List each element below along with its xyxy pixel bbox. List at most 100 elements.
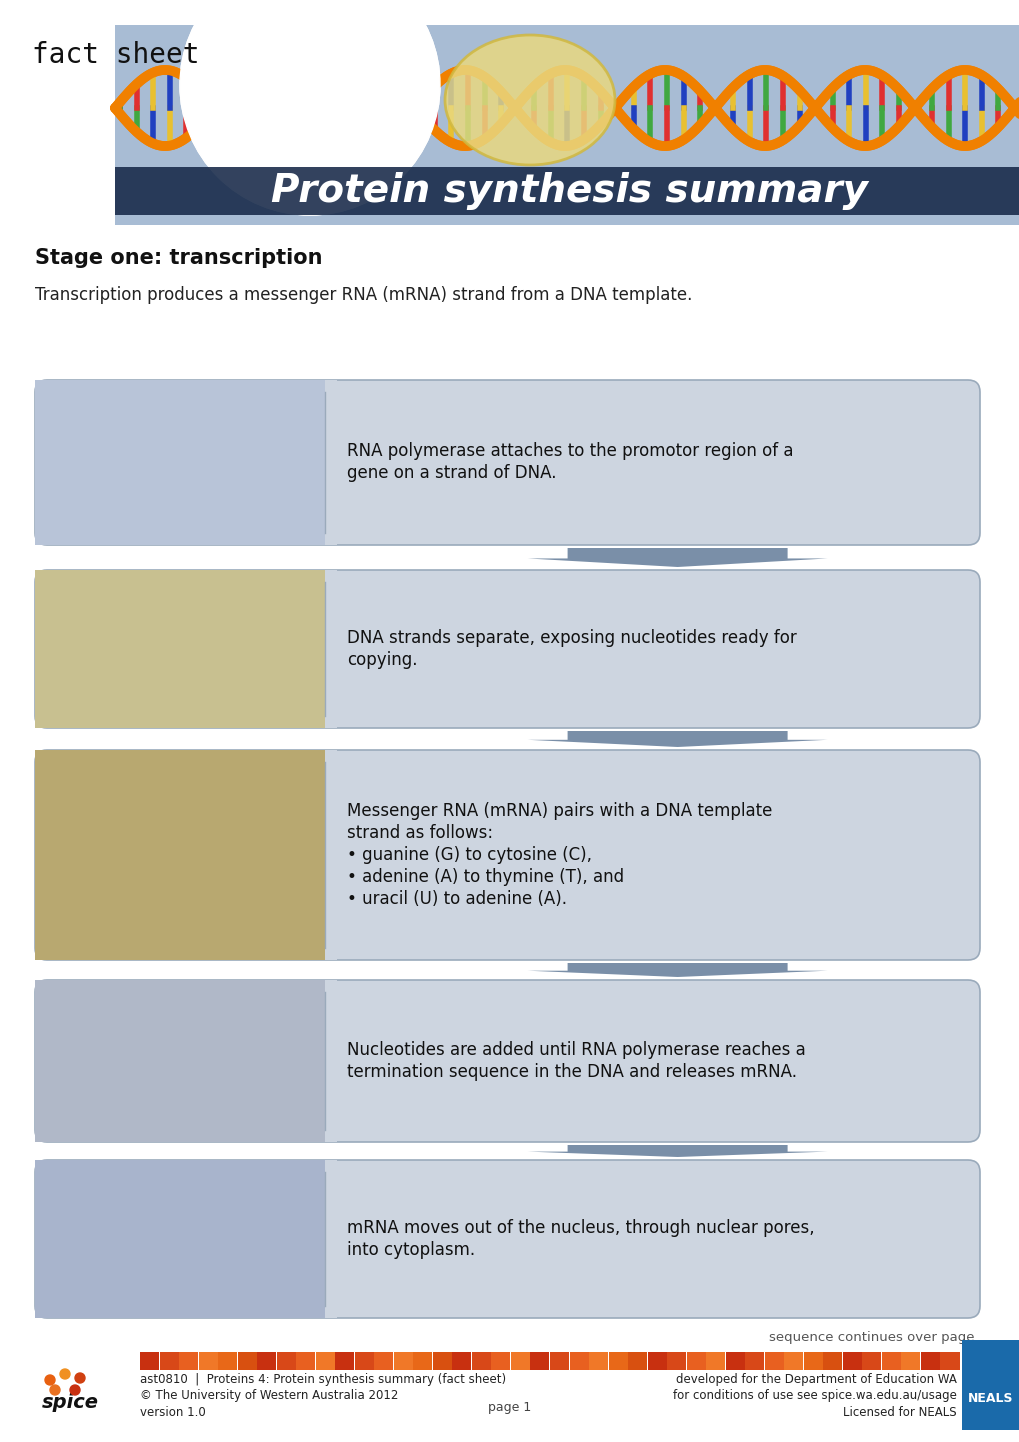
Bar [452,1353,471,1370]
Text: ast0810  |  Proteins 4: Protein synthesis summary (fact sheet): ast0810 | Proteins 4: Protein synthesis … [140,1373,505,1387]
Bar [940,1353,959,1370]
Polygon shape [527,548,826,567]
Text: Licensed for NEALS: Licensed for NEALS [843,1406,956,1419]
Bar [199,1353,217,1370]
FancyBboxPatch shape [35,1159,979,1318]
FancyBboxPatch shape [35,750,336,960]
Bar [666,1353,686,1370]
Bar [355,1353,373,1370]
Bar [822,1353,842,1370]
Bar [374,1353,393,1370]
Text: Messenger RNA (mRNA) pairs with a DNA template: Messenger RNA (mRNA) pairs with a DNA te… [346,802,771,820]
Circle shape [179,0,439,215]
Text: into cytoplasm.: into cytoplasm. [346,1242,475,1259]
Text: NEALS: NEALS [967,1392,1013,1405]
Text: termination sequence in the DNA and releases mRNA.: termination sequence in the DNA and rele… [346,1063,796,1082]
Polygon shape [0,0,1019,231]
FancyBboxPatch shape [35,981,979,1142]
Bar [35,750,325,960]
Bar [179,1353,198,1370]
Bar [35,1159,325,1318]
Bar [686,1353,705,1370]
Text: strand as follows:: strand as follows: [346,823,492,842]
Bar [725,1353,744,1370]
Bar [276,1353,296,1370]
Bar [140,1353,159,1370]
Text: • guanine (G) to cytosine (C),: • guanine (G) to cytosine (C), [346,846,591,864]
Circle shape [45,1376,55,1384]
FancyBboxPatch shape [35,381,979,545]
FancyBboxPatch shape [35,981,336,1142]
Bar [35,381,325,545]
Text: sequence continues over page: sequence continues over page [768,1331,974,1344]
Bar [316,1353,334,1370]
Bar [647,1353,666,1370]
Ellipse shape [444,35,614,164]
Bar [35,570,325,728]
Text: for conditions of use see spice.wa.edu.au/usage: for conditions of use see spice.wa.edu.a… [673,1390,956,1403]
Bar [325,381,336,545]
Text: • adenine (A) to thymine (T), and: • adenine (A) to thymine (T), and [346,868,624,885]
Polygon shape [115,25,1019,225]
Bar [237,1353,257,1370]
Bar [491,1353,510,1370]
Bar [569,1353,588,1370]
Bar [325,750,336,960]
Bar [35,981,325,1142]
Text: RNA polymerase attaches to the promotor region of a: RNA polymerase attaches to the promotor … [346,443,793,460]
Bar [296,1353,315,1370]
Text: gene on a strand of DNA.: gene on a strand of DNA. [346,464,556,483]
Bar [335,1353,354,1370]
Bar [549,1353,569,1370]
Text: © The University of Western Australia 2012: © The University of Western Australia 20… [140,1390,398,1403]
Bar [432,1353,451,1370]
FancyBboxPatch shape [35,1159,336,1318]
Bar [588,1353,607,1370]
Text: mRNA moves out of the nucleus, through nuclear pores,: mRNA moves out of the nucleus, through n… [346,1218,814,1237]
Bar [530,1353,549,1370]
Text: Stage one: transcription: Stage one: transcription [35,248,322,268]
FancyBboxPatch shape [35,750,979,960]
Bar [325,570,336,728]
Text: spice: spice [42,1393,99,1412]
Bar [413,1353,432,1370]
Bar [881,1353,900,1370]
Bar [511,1353,530,1370]
Bar [784,1353,803,1370]
Bar [842,1353,861,1370]
Bar [218,1353,236,1370]
Text: version 1.0: version 1.0 [140,1406,206,1419]
Bar [257,1353,276,1370]
FancyBboxPatch shape [35,570,979,728]
Polygon shape [527,731,826,747]
Text: developed for the Department of Education WA: developed for the Department of Educatio… [676,1373,956,1387]
Bar [472,1353,490,1370]
Text: DNA strands separate, exposing nucleotides ready for: DNA strands separate, exposing nucleotid… [346,629,796,647]
Circle shape [60,1368,70,1379]
Bar [608,1353,627,1370]
Circle shape [70,1384,79,1394]
Polygon shape [527,963,826,978]
Bar [764,1353,783,1370]
Bar [115,167,1019,215]
Bar [705,1353,725,1370]
Bar [325,1159,336,1318]
Bar [920,1353,940,1370]
Text: Nucleotides are added until RNA polymerase reaches a: Nucleotides are added until RNA polymera… [346,1041,805,1058]
Circle shape [50,1384,60,1394]
Bar [745,1353,763,1370]
Circle shape [179,0,439,215]
Text: Transcription produces a messenger RNA (mRNA) strand from a DNA template.: Transcription produces a messenger RNA (… [35,286,692,304]
Circle shape [75,1373,85,1383]
Text: copying.: copying. [346,650,417,669]
Bar [159,1353,178,1370]
Bar [901,1353,919,1370]
Text: Protein synthesis summary: Protein synthesis summary [271,172,867,211]
FancyBboxPatch shape [35,570,336,728]
Bar [393,1353,413,1370]
Text: page 1: page 1 [488,1400,531,1413]
Text: • uracil (U) to adenine (A).: • uracil (U) to adenine (A). [346,890,567,908]
Polygon shape [527,1145,826,1156]
Bar [628,1353,646,1370]
Text: fact sheet: fact sheet [32,40,200,69]
